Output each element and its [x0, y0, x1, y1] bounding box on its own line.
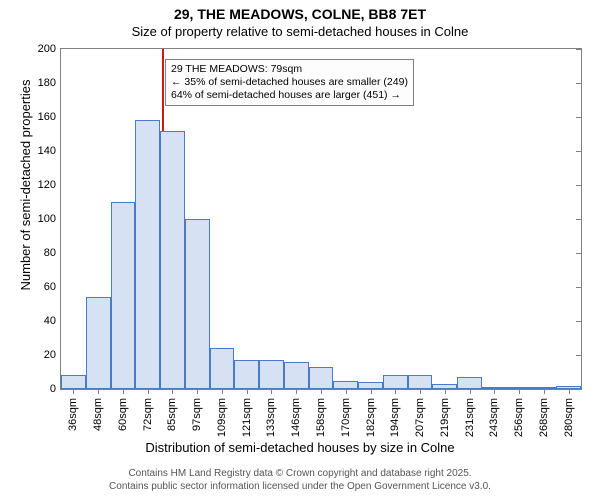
- bar: [61, 375, 86, 389]
- y-tick: 140: [38, 145, 61, 157]
- y-tick-mark: [576, 83, 581, 84]
- y-tick: 80: [44, 247, 61, 259]
- bar: [234, 360, 259, 389]
- x-tick: 97sqm: [191, 394, 203, 431]
- bar: [210, 348, 235, 389]
- x-tick: 170sqm: [340, 394, 352, 437]
- bar: [333, 381, 358, 390]
- x-tick: 85sqm: [166, 394, 178, 431]
- y-tick-mark: [576, 219, 581, 220]
- bar: [457, 377, 482, 389]
- bar: [383, 375, 408, 389]
- y-tick-mark: [576, 355, 581, 356]
- y-tick: 20: [44, 349, 61, 361]
- x-axis-label: Distribution of semi-detached houses by …: [0, 440, 600, 455]
- x-tick: 231sqm: [464, 394, 476, 437]
- y-tick: 120: [38, 179, 61, 191]
- x-tick: 158sqm: [315, 394, 327, 437]
- y-tick: 100: [38, 213, 61, 225]
- chart-title-2: Size of property relative to semi-detach…: [0, 24, 600, 39]
- y-axis-label: Number of semi-detached properties: [18, 15, 33, 355]
- y-tick: 60: [44, 281, 61, 293]
- bar: [259, 360, 284, 389]
- bar: [309, 367, 334, 389]
- y-tick-mark: [576, 49, 581, 50]
- footer-attribution: Contains HM Land Registry data © Crown c…: [0, 468, 600, 493]
- x-tick: 207sqm: [414, 394, 426, 437]
- y-tick: 200: [38, 43, 61, 55]
- y-tick-mark: [576, 321, 581, 322]
- x-tick: 256sqm: [513, 394, 525, 437]
- y-tick-mark: [576, 117, 581, 118]
- bar: [86, 297, 111, 389]
- x-tick: 60sqm: [117, 394, 129, 431]
- x-tick: 268sqm: [538, 394, 550, 437]
- y-tick: 40: [44, 315, 61, 327]
- x-tick: 48sqm: [92, 394, 104, 431]
- x-tick: 182sqm: [365, 394, 377, 437]
- x-tick: 121sqm: [241, 394, 253, 437]
- x-tick: 219sqm: [439, 394, 451, 437]
- chart-title-1: 29, THE MEADOWS, COLNE, BB8 7ET: [0, 6, 600, 22]
- x-tick: 243sqm: [488, 394, 500, 437]
- x-tick: 146sqm: [290, 394, 302, 437]
- x-tick: 280sqm: [563, 394, 575, 437]
- y-tick: 160: [38, 111, 61, 123]
- x-tick: 133sqm: [265, 394, 277, 437]
- x-tick: 72sqm: [142, 394, 154, 431]
- y-tick: 0: [50, 383, 61, 395]
- annotation-line3: 64% of semi-detached houses are larger (…: [171, 89, 408, 102]
- x-tick: 36sqm: [67, 394, 79, 431]
- bar: [284, 362, 309, 389]
- annotation-line1: 29 THE MEADOWS: 79sqm: [171, 63, 408, 76]
- y-tick-mark: [576, 151, 581, 152]
- annotation-box: 29 THE MEADOWS: 79sqm ← 35% of semi-deta…: [165, 59, 414, 106]
- bar: [358, 382, 383, 389]
- x-tick: 109sqm: [216, 394, 228, 437]
- y-tick-mark: [576, 253, 581, 254]
- x-tick: 194sqm: [389, 394, 401, 437]
- bar: [160, 131, 185, 389]
- bar: [185, 219, 210, 389]
- y-tick-mark: [576, 389, 581, 390]
- chart-container: 29, THE MEADOWS, COLNE, BB8 7ET Size of …: [0, 0, 600, 500]
- plot-area: 29 THE MEADOWS: 79sqm ← 35% of semi-deta…: [60, 48, 582, 390]
- annotation-line2: ← 35% of semi-detached houses are smalle…: [171, 76, 408, 89]
- bar: [111, 202, 136, 389]
- bar: [408, 375, 433, 389]
- y-tick: 180: [38, 77, 61, 89]
- footer-line1: Contains HM Land Registry data © Crown c…: [0, 468, 600, 481]
- y-tick-mark: [576, 287, 581, 288]
- footer-line2: Contains public sector information licen…: [0, 481, 600, 494]
- y-tick-mark: [576, 185, 581, 186]
- bar: [135, 120, 160, 389]
